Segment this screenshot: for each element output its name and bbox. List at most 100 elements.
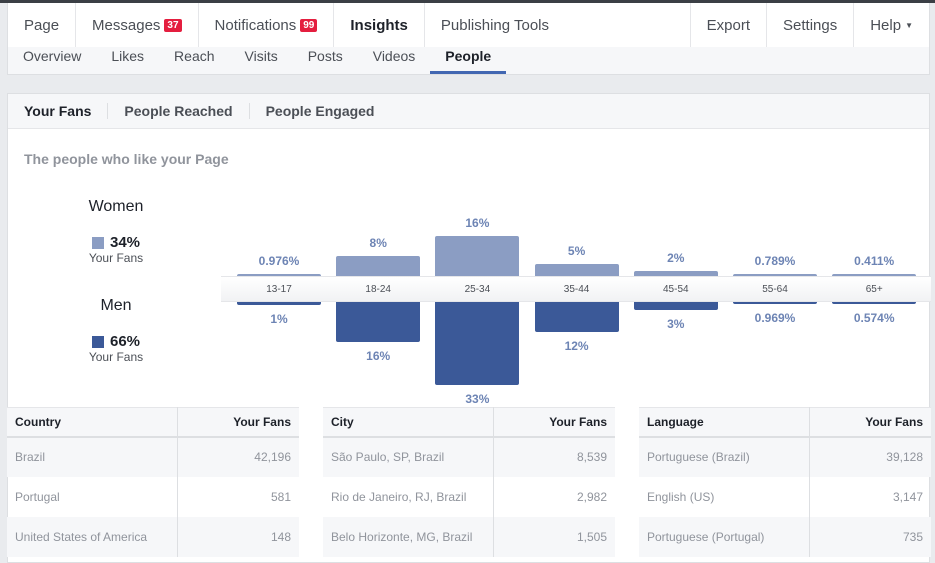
fans-count: 3,147: [892, 489, 923, 504]
age-tick-label: 55-64: [762, 284, 788, 295]
column-header[interactable]: Your Fans: [493, 407, 615, 438]
table-row: English (US) 3,147: [639, 476, 931, 517]
nav-publishing-tools[interactable]: Publishing Tools: [425, 3, 565, 47]
men-swatch: [91, 335, 104, 348]
nav-label: Messages: [92, 16, 161, 34]
fans-count: 581: [270, 489, 291, 504]
men-value-label: 0.969%: [754, 311, 796, 326]
city-table: City Your Fans São Paulo, SP, Brazil 8,539 R…: [323, 407, 615, 557]
fans-count: 42,196: [177, 436, 299, 477]
nav-label: Settings: [783, 16, 838, 34]
fans-count: 148: [177, 516, 299, 557]
subnav-people[interactable]: People: [430, 47, 507, 74]
nav-messages[interactable]: Messages 37: [76, 3, 199, 47]
column-header[interactable]: Your Fans: [177, 407, 299, 438]
table-row: Portuguese (Brazil) 39,128: [639, 436, 931, 477]
table-row: Portugal 581: [7, 476, 299, 517]
audience-tabs: Your Fans People Reached People Engaged: [8, 94, 929, 129]
legend-pct: 34%: [109, 234, 141, 251]
subnav-posts[interactable]: Posts: [307, 48, 343, 64]
nav-label: Publishing Tools: [440, 16, 550, 34]
bar-men[interactable]: [435, 298, 520, 385]
people-card: Your Fans People Reached People Engaged …: [7, 93, 931, 563]
nav-export[interactable]: Export: [689, 3, 766, 47]
notifications-badge: 99: [300, 18, 318, 32]
language-name: Portuguese (Portugal): [639, 516, 810, 557]
age-tick-label: 13-17: [266, 284, 292, 295]
sub-nav: Overview Likes Reach Visits Posts Videos…: [7, 47, 930, 75]
tab-people-engaged[interactable]: People Engaged: [265, 103, 375, 119]
women-value-label: 2%: [667, 251, 685, 265]
table-row: Belo Horizonte, MG, Brazil 1,505: [323, 516, 615, 557]
fans-count: 1,505: [493, 516, 615, 557]
column-header[interactable]: Your Fans: [809, 407, 931, 438]
men-value-label: 16%: [366, 349, 391, 363]
women-value-label: 0.976%: [258, 253, 300, 268]
women-value-label: 16%: [465, 216, 490, 230]
men-value-label: 0.574%: [853, 311, 895, 325]
top-nav: Page Messages 37 Notifications 99 Insights…: [7, 3, 930, 47]
nav-label: Page: [24, 16, 60, 34]
tab-people-reached[interactable]: People Reached: [108, 103, 250, 119]
nav-settings[interactable]: Settings: [766, 3, 853, 47]
city-name: Belo Horizonte, MG, Brazil: [323, 516, 494, 557]
section-subtitle: The people who like your Page: [24, 151, 229, 167]
women-value-label: 5%: [567, 243, 586, 258]
women-value-label: 0.789%: [754, 254, 796, 268]
subnav-visits[interactable]: Visits: [244, 48, 278, 64]
table-row: São Paulo, SP, Brazil 8,539: [323, 436, 615, 477]
bar-men[interactable]: [633, 298, 718, 310]
city-name: Rio de Janeiro, RJ, Brazil: [323, 476, 494, 517]
language-name: English (US): [639, 476, 810, 517]
subnav-reach[interactable]: Reach: [174, 48, 215, 64]
women-value-label: 8%: [369, 236, 387, 250]
tab-your-fans[interactable]: Your Fans: [8, 103, 109, 119]
age-tick-label: 45-54: [663, 284, 689, 295]
nav-notifications[interactable]: Notifications 99: [199, 3, 335, 47]
column-header[interactable]: Country: [7, 407, 178, 438]
women-value-label: 0.411%: [854, 254, 895, 268]
fans-count: 2,982: [576, 489, 607, 504]
column-header[interactable]: Language: [639, 407, 810, 438]
subnav-overview[interactable]: Overview: [23, 48, 82, 64]
country-name: Portugal: [7, 476, 178, 517]
language-table: Language Your Fans Portuguese (Brazil) 39,1…: [639, 407, 931, 557]
men-value-label: 33%: [465, 391, 490, 406]
legend-pct: 66%: [109, 333, 141, 350]
nav-help[interactable]: Help ▼: [853, 3, 929, 47]
nav-label: Insights: [350, 16, 408, 34]
country-name: Brazil: [7, 436, 178, 477]
bar-women[interactable]: [633, 271, 718, 280]
bar-women[interactable]: [534, 263, 619, 280]
nav-insights[interactable]: Insights: [334, 3, 425, 47]
bar-women[interactable]: [435, 236, 520, 280]
nav-label: Notifications: [214, 16, 297, 34]
table-row: Rio de Janeiro, RJ, Brazil 2,982: [323, 476, 615, 517]
table-header: Language Your Fans: [639, 407, 931, 438]
men-value-label: 1%: [270, 311, 288, 326]
subnav-likes[interactable]: Likes: [111, 48, 145, 64]
legend-women: Women 34% Your Fans: [80, 198, 152, 265]
table-header: City Your Fans: [323, 407, 615, 438]
fans-count: 39,128: [809, 436, 931, 477]
subnav-videos[interactable]: Videos: [372, 48, 416, 64]
men-value-label: 3%: [667, 316, 685, 331]
table-header: Country Your Fans: [7, 407, 299, 438]
women-swatch: [91, 236, 104, 249]
messages-badge: 37: [164, 18, 182, 32]
column-header[interactable]: City: [323, 407, 494, 438]
age-tick-label: 65+: [865, 284, 883, 295]
legend-sub: Your Fans: [88, 251, 144, 265]
age-axis-strip: [221, 276, 931, 302]
caret-down-icon: ▼: [905, 20, 913, 30]
men-value-label: 12%: [564, 339, 589, 353]
city-name: São Paulo, SP, Brazil: [323, 436, 494, 477]
nav-page[interactable]: Page: [8, 3, 77, 47]
age-tick-label: 35-44: [563, 284, 590, 295]
bar-men[interactable]: [534, 298, 619, 332]
age-tick-label: 25-34: [464, 284, 491, 295]
nav-label: Help: [870, 16, 902, 34]
country-table: Country Your Fans Brazil 42,196 Portugal 581 U…: [7, 407, 299, 557]
bar-men[interactable]: [336, 298, 421, 342]
language-name: Portuguese (Brazil): [639, 436, 810, 477]
